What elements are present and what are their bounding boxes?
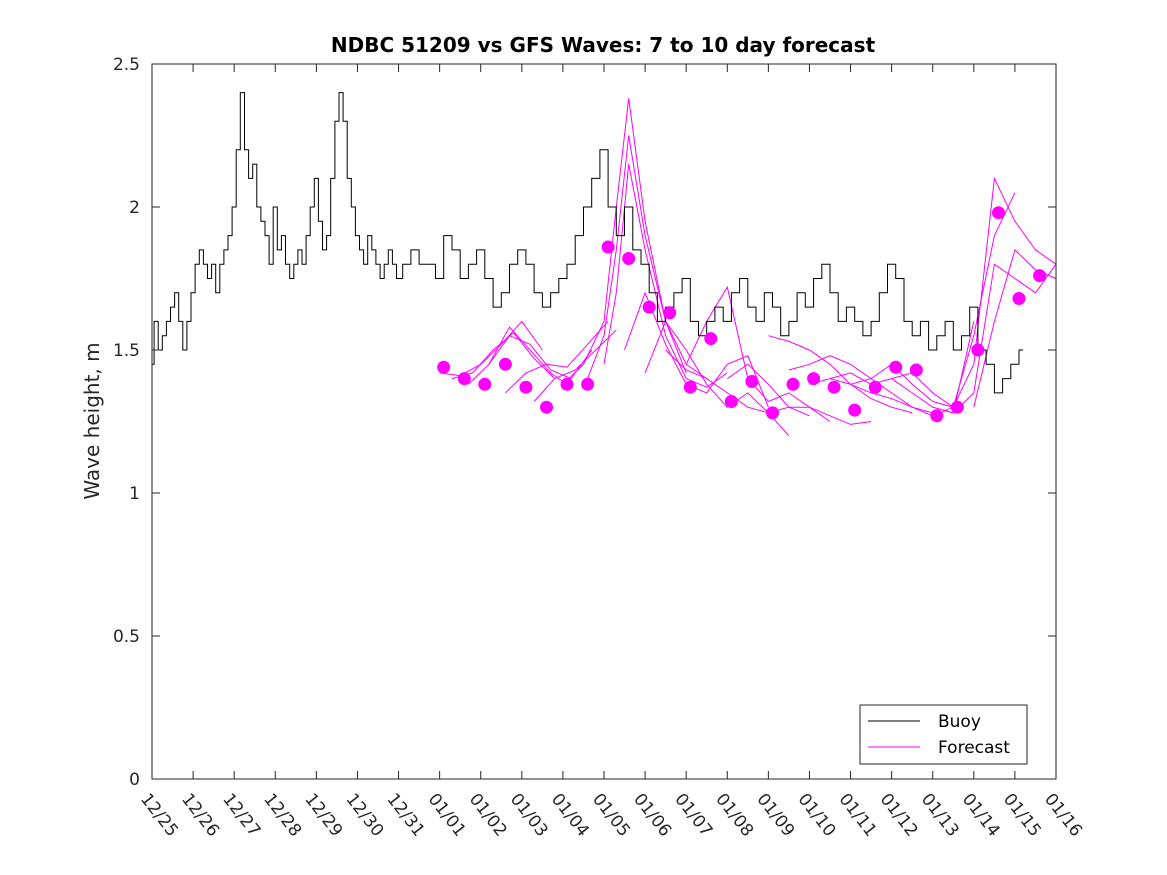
forecast-line-19 [850,192,1016,408]
forecast-point-11 [642,300,656,314]
buoy-line [152,92,1024,394]
forecast-point-25 [930,409,944,423]
forecast-point-24 [909,363,923,377]
forecast-point-18 [786,377,800,391]
forecast-point-17 [766,406,779,420]
forecast-line-7 [562,98,687,385]
forecast-line-2 [451,332,556,380]
forecast-line-11 [644,320,790,437]
forecast-points-group [437,206,1047,423]
forecast-point-12 [663,306,677,320]
forecast-point-22 [868,380,882,394]
legend-label-buoy: Buoy [938,712,981,732]
forecast-line-8 [587,135,707,380]
forecast-line-6 [533,329,617,402]
forecast-point-4 [498,357,512,371]
forecast-line-15 [768,335,913,414]
forecast-line-17 [809,378,954,417]
y-tick-label-4: 2 [129,198,140,218]
forecast-point-2 [457,372,471,386]
forecast-line-21 [932,263,1057,414]
legend: Buoy Forecast [859,704,1028,765]
forecast-point-21 [848,403,862,417]
forecast-line-13 [685,285,831,422]
forecast-point-5 [519,380,533,394]
forecast-point-10 [622,252,636,265]
y-axis-label: Wave height, m [80,342,104,499]
legend-box [859,704,1028,765]
chart-title: NDBC 51209 vs GFS Waves: 7 to 10 day for… [331,33,876,57]
forecast-line-4 [488,335,593,380]
y-tick-label-0: 0 [129,770,140,790]
forecast-line-20 [891,176,1057,408]
forecast-point-15 [724,395,738,408]
y-tick-label-5: 2.5 [113,55,140,75]
y-tick-label-3: 1.5 [113,341,140,361]
y-axis-ticks: 0 0.5 1 1.5 2 2.5 [113,55,1056,790]
forecast-line-16 [788,355,933,414]
forecast-point-14 [704,332,718,346]
forecast-point-9 [601,240,615,254]
forecast-point-7 [560,377,574,391]
y-tick-label-1: 0.5 [113,627,140,647]
legend-label-forecast: Forecast [938,738,1010,758]
forecast-point-23 [889,360,903,374]
forecast-point-27 [971,343,985,357]
forecast-point-1 [437,360,451,374]
forecast-point-20 [827,380,841,394]
forecast-line-14 [727,363,872,425]
forecast-point-8 [581,377,595,391]
forecast-line-5 [505,321,609,394]
y-tick-label-2: 1 [129,484,140,504]
forecast-point-26 [950,400,964,414]
forecast-point-6 [540,400,553,414]
axes-background [152,64,1056,779]
forecast-point-16 [745,375,759,388]
forecast-point-13 [683,380,697,394]
buoy-series-group [152,92,1024,394]
forecast-line-3 [468,326,572,388]
forecast-point-28 [992,206,1005,220]
forecast-point-29 [1012,292,1026,305]
forecast-line-1 [439,320,543,377]
forecast-point-30 [1033,269,1047,283]
forecast-point-3 [478,377,492,391]
forecast-point-19 [807,372,821,386]
